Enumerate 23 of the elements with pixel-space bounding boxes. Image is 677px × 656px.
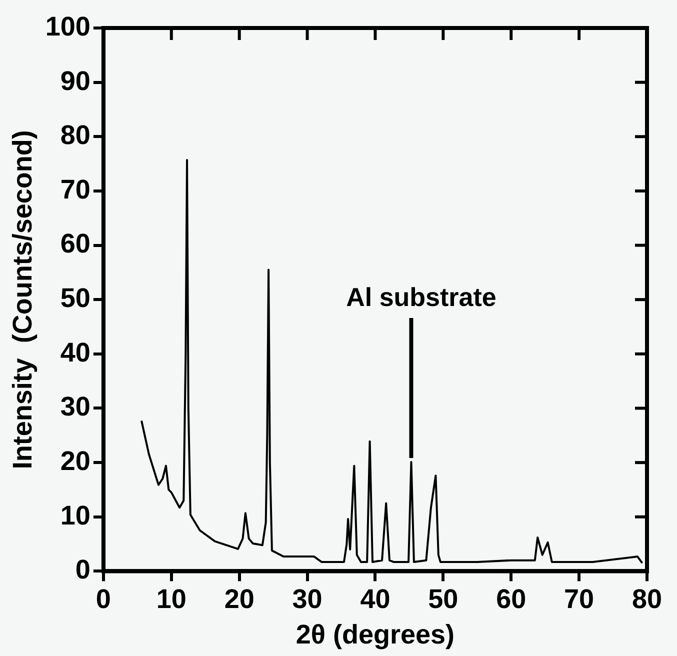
- y-tick-label: 90: [60, 66, 90, 96]
- x-tick-label: 10: [156, 584, 186, 614]
- y-axis-title: Intensity (Counts/second): [8, 130, 38, 470]
- y-tick-label: 60: [60, 228, 90, 259]
- x-axis-title: 2θ (degrees): [296, 619, 455, 650]
- y-tick-label: 40: [60, 337, 90, 368]
- y-tick-label: 100: [45, 11, 90, 42]
- x-tick-label: 30: [292, 584, 322, 614]
- x-tick-label: 80: [632, 584, 662, 614]
- x-tick-label: 70: [564, 584, 594, 614]
- x-tick-label: 60: [496, 584, 526, 614]
- x-tick-label: 0: [96, 584, 111, 614]
- y-tick-label: 10: [60, 500, 90, 530]
- x-tick-label: 40: [360, 584, 390, 614]
- x-tick-label: 50: [428, 584, 458, 614]
- y-tick-label: 70: [60, 174, 90, 204]
- y-tick-label: 50: [60, 283, 90, 314]
- y-tick-label: 80: [60, 120, 90, 150]
- y-tick-label: 20: [60, 446, 90, 476]
- x-tick-label: 20: [224, 584, 254, 614]
- annotation: Al substrate: [346, 282, 496, 312]
- y-tick-label: 30: [60, 392, 90, 422]
- y-tick-label: 0: [75, 554, 90, 585]
